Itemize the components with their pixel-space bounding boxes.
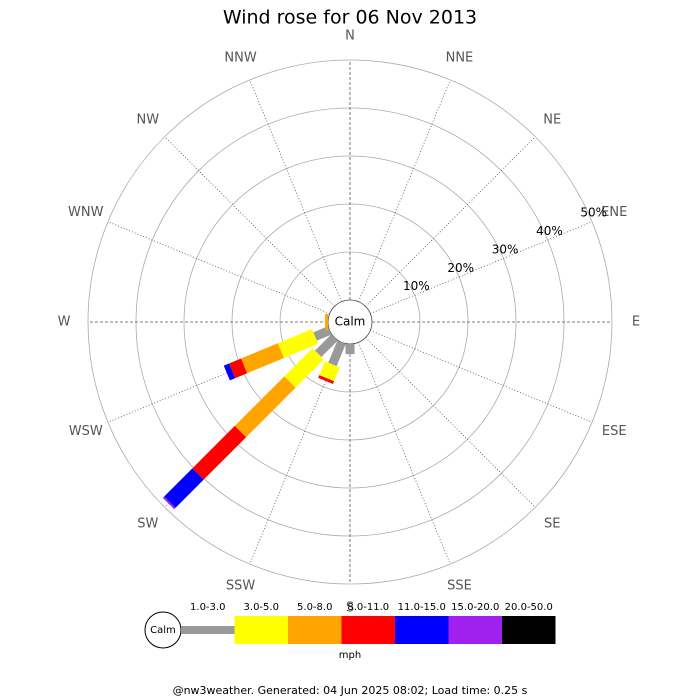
legend-swatch [395, 616, 449, 644]
rose-segment [223, 363, 236, 381]
calm-label: Calm [335, 315, 366, 329]
rose-segment [229, 358, 248, 379]
unit-label: mph [339, 650, 361, 661]
rose-segment [241, 343, 284, 374]
spoke [358, 79, 451, 302]
legend-swatch [448, 616, 502, 644]
legend-calm-label: Calm [150, 625, 176, 636]
legend-label: 3.0-5.0 [244, 602, 279, 613]
rose-segment [284, 348, 324, 388]
direction-label: NE [543, 112, 561, 127]
legend-label: 8.0-11.0 [347, 602, 389, 613]
rose-segment [318, 375, 335, 384]
spoke [107, 221, 330, 314]
rose-segment [277, 329, 319, 359]
spoke [365, 337, 536, 508]
r-tick-label: 30% [492, 242, 519, 256]
r-tick-label: 10% [403, 279, 430, 293]
legend-swatch [234, 616, 288, 644]
direction-label: S [346, 601, 354, 616]
spoke [249, 79, 342, 302]
rose-segment [192, 425, 247, 480]
direction-label: ENE [601, 205, 627, 220]
spoke [370, 330, 593, 423]
rose-segment [234, 376, 296, 438]
rose-segment [345, 344, 355, 355]
direction-label: W [58, 315, 71, 330]
direction-label: SSE [447, 579, 472, 594]
direction-label: NNW [224, 50, 256, 65]
legend-label: 1.0-3.0 [190, 602, 225, 613]
direction-label: SW [137, 517, 158, 532]
spoke [365, 136, 536, 307]
r-tick-label: 20% [447, 261, 474, 275]
direction-label: SSW [226, 579, 256, 594]
legend-swatch [288, 616, 342, 644]
direction-label: E [632, 315, 640, 330]
legend-label: 20.0-50.0 [505, 602, 553, 613]
legend-label: 5.0-8.0 [297, 602, 332, 613]
direction-label: SE [544, 517, 560, 532]
direction-label: N [345, 29, 355, 44]
r-tick-label: 50% [580, 206, 607, 220]
rose-segment [325, 314, 329, 330]
rose-segment [162, 496, 176, 510]
rose-segment [319, 361, 340, 382]
spoke [370, 221, 593, 314]
direction-label: NNE [446, 50, 474, 65]
grid-ring [183, 155, 517, 489]
spoke [358, 342, 451, 565]
spoke [164, 136, 335, 307]
rose-segment [328, 340, 346, 367]
rose-segment [314, 334, 338, 358]
footer: @nw3weather. Generated: 04 Jun 2025 08:0… [173, 684, 528, 697]
chart-title: Wind rose for 06 Nov 2013 [223, 7, 477, 29]
grid-ring [87, 59, 613, 585]
legend-swatch [502, 616, 556, 644]
direction-label: NW [136, 112, 159, 127]
legend-label: 11.0-15.0 [398, 602, 446, 613]
legend-label: 15.0-20.0 [451, 602, 499, 613]
direction-label: WSW [69, 424, 103, 439]
direction-label: ESE [602, 424, 627, 439]
legend-swatch [341, 616, 395, 644]
rose-segment [164, 468, 204, 508]
direction-label: WNW [68, 205, 104, 220]
r-tick-label: 40% [536, 224, 563, 238]
legend-swatch [181, 626, 235, 634]
